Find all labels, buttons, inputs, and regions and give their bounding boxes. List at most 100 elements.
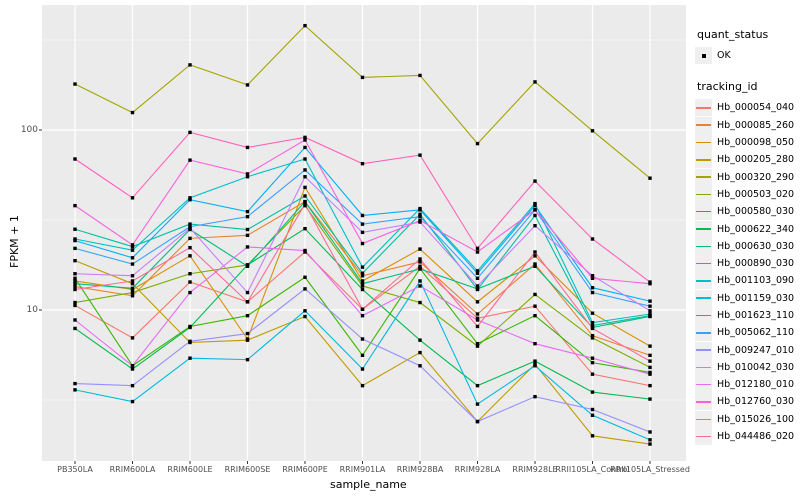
legend-item-label: Hb_000630_030 bbox=[717, 240, 795, 252]
x-tick-label-RRIM600LE: RRIM600LE bbox=[167, 465, 213, 474]
data-point bbox=[360, 274, 365, 278]
data-point bbox=[303, 135, 307, 140]
ok-point-key bbox=[695, 47, 712, 65]
data-point bbox=[533, 262, 537, 266]
data-point bbox=[533, 341, 537, 346]
data-point bbox=[130, 383, 135, 388]
data-point bbox=[475, 344, 480, 348]
legend-key-swatch bbox=[695, 289, 712, 307]
data-point bbox=[360, 241, 365, 246]
data-point bbox=[648, 383, 652, 388]
data-point bbox=[188, 236, 192, 241]
y-axis-title: FPKM + 1 bbox=[8, 215, 21, 268]
data-point bbox=[188, 130, 192, 135]
data-point bbox=[360, 265, 365, 269]
data-point bbox=[245, 245, 250, 249]
legend-item-label: Hb_010042_030 bbox=[717, 361, 795, 373]
data-point bbox=[303, 168, 307, 172]
series-color-line-icon bbox=[696, 176, 711, 178]
data-point bbox=[130, 336, 135, 340]
data-point bbox=[533, 203, 537, 208]
data-point bbox=[648, 370, 652, 375]
data-point bbox=[590, 274, 595, 278]
data-point bbox=[245, 209, 250, 214]
series-color-line-icon bbox=[696, 228, 711, 230]
data-point bbox=[418, 267, 422, 271]
data-point bbox=[360, 213, 365, 218]
data-point bbox=[245, 172, 250, 176]
legend-item-label: Hb_012760_030 bbox=[717, 396, 795, 408]
data-point bbox=[590, 321, 595, 325]
series-color-line-icon bbox=[696, 262, 711, 265]
data-point bbox=[245, 313, 250, 318]
legend-item-label: Hb_000098_050 bbox=[717, 137, 795, 149]
data-point bbox=[533, 313, 537, 318]
data-point bbox=[418, 260, 422, 264]
legend-key-swatch bbox=[695, 324, 712, 342]
x-tick-label-RRIM600LA: RRIM600LA bbox=[109, 465, 156, 474]
data-point bbox=[360, 337, 365, 341]
data-point bbox=[188, 196, 192, 200]
data-point bbox=[73, 318, 77, 322]
data-point bbox=[130, 367, 135, 371]
legend-item-label: Hb_000503_020 bbox=[717, 188, 795, 200]
data-point bbox=[245, 338, 250, 342]
data-point bbox=[590, 286, 595, 290]
legend-item-label: Hb_000580_030 bbox=[717, 206, 795, 218]
data-point bbox=[73, 284, 77, 289]
data-point bbox=[418, 284, 422, 288]
data-point bbox=[648, 372, 652, 376]
legend-item-label: Hb_001623_110 bbox=[717, 310, 795, 321]
legend-item-Hb_000054_040: Hb_000054_040 bbox=[695, 99, 800, 117]
data-point bbox=[303, 287, 307, 291]
data-point bbox=[73, 258, 77, 263]
legend-key-swatch bbox=[695, 134, 712, 152]
legend-key-swatch bbox=[695, 116, 712, 134]
data-point bbox=[73, 227, 77, 231]
data-point bbox=[475, 284, 480, 288]
legend-item-Hb_000098_050: Hb_000098_050 bbox=[695, 134, 800, 152]
data-point bbox=[188, 325, 192, 330]
data-point bbox=[533, 250, 537, 254]
data-point bbox=[475, 383, 480, 388]
data-point bbox=[418, 218, 422, 223]
data-point bbox=[73, 287, 77, 292]
legend-item-Hb_000580_030: Hb_000580_030 bbox=[695, 203, 800, 221]
data-point bbox=[188, 280, 192, 284]
data-point bbox=[418, 300, 422, 305]
data-point bbox=[475, 324, 480, 329]
data-point bbox=[360, 279, 365, 283]
legend-item-Hb_009247_010: Hb_009247_010 bbox=[695, 341, 800, 359]
legend-key-swatch bbox=[695, 220, 712, 238]
data-point bbox=[590, 237, 595, 241]
data-point bbox=[360, 271, 365, 275]
data-point bbox=[533, 201, 537, 206]
data-point bbox=[475, 312, 480, 316]
data-point bbox=[130, 290, 135, 295]
data-point bbox=[360, 383, 365, 388]
series-color-line-icon bbox=[696, 107, 711, 109]
legend-item-label: Hb_001159_030 bbox=[717, 292, 795, 304]
data-point bbox=[73, 203, 77, 208]
data-point bbox=[130, 196, 135, 200]
data-point bbox=[73, 238, 77, 243]
legend-key-swatch bbox=[695, 185, 712, 203]
data-point bbox=[188, 254, 192, 258]
data-point bbox=[533, 179, 537, 183]
data-point bbox=[418, 73, 422, 78]
legend-item-label: Hb_000205_280 bbox=[717, 154, 795, 166]
data-point bbox=[73, 381, 77, 386]
data-point bbox=[648, 299, 652, 303]
series-color-line-icon bbox=[696, 124, 711, 126]
legend-item-Hb_000630_030: Hb_000630_030 bbox=[695, 237, 800, 255]
series-color-line-icon bbox=[696, 435, 711, 438]
data-point bbox=[130, 256, 135, 260]
data-point bbox=[245, 290, 250, 295]
data-point bbox=[418, 338, 422, 342]
data-point bbox=[533, 304, 537, 308]
legend-item-label: Hb_000085_260 bbox=[717, 119, 795, 131]
data-point bbox=[73, 303, 77, 308]
legend-item-label: Hb_015026_100 bbox=[717, 413, 795, 425]
legend-key-swatch bbox=[695, 428, 712, 446]
legend-key-swatch bbox=[695, 341, 712, 359]
